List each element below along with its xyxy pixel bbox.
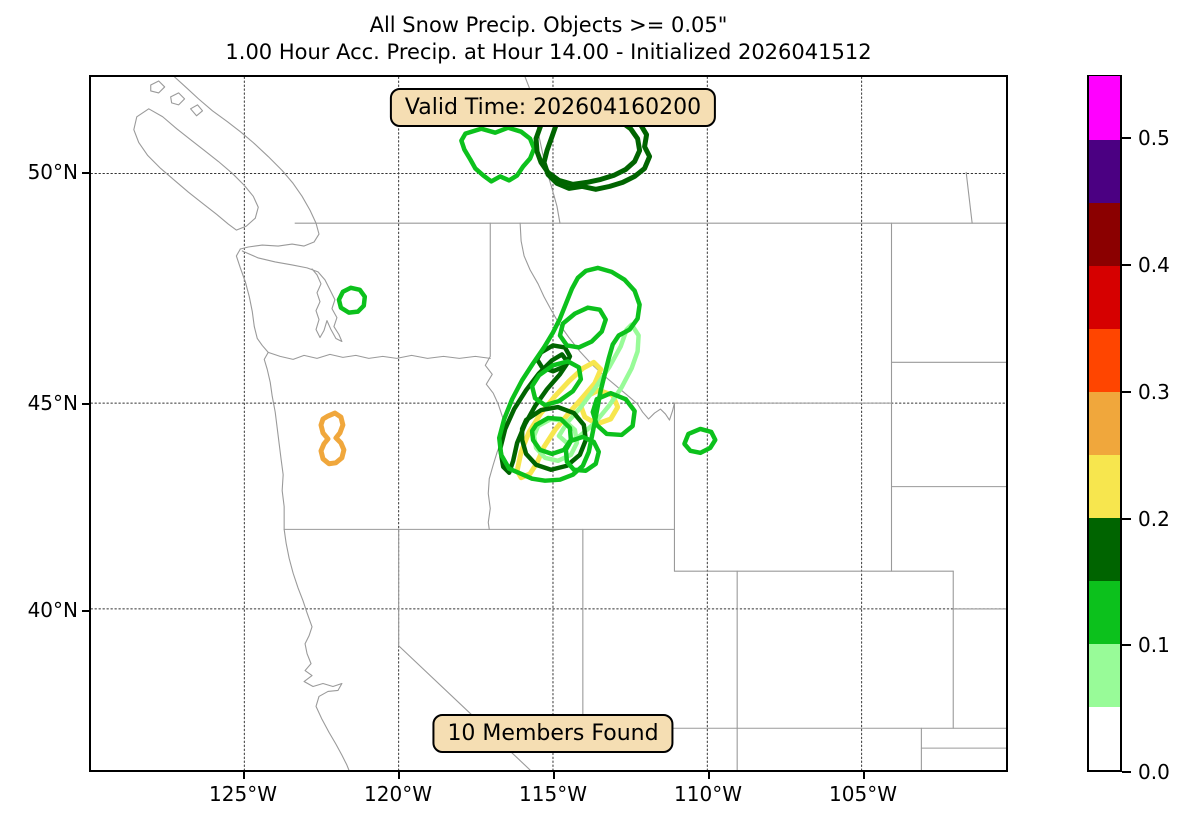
border-coast-pacific bbox=[235, 248, 350, 770]
colorbar-tick-mark bbox=[1122, 390, 1131, 393]
border-vancouver-island bbox=[133, 108, 259, 231]
border-wa-or-id-snake bbox=[484, 222, 507, 530]
y-tick-mark bbox=[82, 403, 89, 405]
x-tick-mark bbox=[243, 772, 245, 779]
x-tick-label: 115°W bbox=[519, 782, 587, 806]
colorbar-segment bbox=[1089, 139, 1120, 203]
border-wa-or-columbia bbox=[267, 351, 491, 360]
colorbar-tick-mark bbox=[1122, 644, 1131, 647]
border-island-b bbox=[170, 92, 186, 106]
colorbar bbox=[1087, 75, 1122, 772]
y-tick-label: 45°N bbox=[27, 391, 78, 415]
border-coast-bc-mainland bbox=[174, 77, 320, 250]
colorbar-segment bbox=[1089, 391, 1120, 455]
snow-object-idaho-green-right-lobe bbox=[590, 390, 637, 438]
colorbar-tick-label: 0.4 bbox=[1138, 253, 1170, 278]
colorbar-tick-label: 0.0 bbox=[1138, 760, 1170, 784]
colorbar-segment bbox=[1089, 265, 1120, 329]
colorbar-tick-mark bbox=[1122, 771, 1131, 773]
y-tick-mark bbox=[82, 610, 89, 612]
plot-title-line1: All Snow Precip. Objects >= 0.05" bbox=[369, 13, 728, 37]
border-island-a bbox=[150, 80, 166, 94]
colorbar-segment bbox=[1089, 328, 1120, 392]
snow-object-idaho-green-mid-loop bbox=[529, 359, 584, 408]
colorbar-segment bbox=[1089, 76, 1120, 140]
members-found-badge: 10 Members Found bbox=[432, 714, 674, 753]
snow-object-oregon-figure-eight bbox=[318, 410, 347, 467]
snow-object-seattle-ring bbox=[336, 285, 368, 315]
colorbar-tick-mark bbox=[1122, 137, 1131, 140]
snow-object-idaho-darkgreen-blob bbox=[534, 343, 573, 374]
border-island-c bbox=[190, 104, 204, 117]
colorbar-segment bbox=[1089, 580, 1120, 644]
x-tick-mark bbox=[863, 772, 865, 779]
snow-object-idaho-green-neck-loop bbox=[557, 305, 608, 350]
valid-time-badge: Valid Time: 202604160200 bbox=[389, 88, 717, 127]
map-svg bbox=[91, 77, 1006, 770]
y-tick-mark bbox=[82, 172, 89, 174]
snow-object-idaho-darkgreen-ring bbox=[519, 404, 589, 472]
x-tick-label: 125°W bbox=[209, 782, 277, 806]
colorbar-segment bbox=[1089, 454, 1120, 518]
border-sk-mb bbox=[965, 171, 973, 224]
plot-title-line2: 1.00 Hour Acc. Precip. at Hour 14.00 - I… bbox=[225, 40, 872, 64]
snow-object-idaho-green-lower-right bbox=[563, 434, 602, 473]
x-tick-mark bbox=[398, 772, 400, 779]
x-tick-label: 105°W bbox=[829, 782, 897, 806]
snow-object-idaho-green-outer bbox=[496, 265, 642, 483]
colorbar-tick-label: 0.2 bbox=[1138, 506, 1170, 531]
map-axes bbox=[89, 75, 1008, 772]
colorbar-segment bbox=[1089, 706, 1120, 770]
colorbar-tick-label: 0.1 bbox=[1138, 633, 1170, 658]
colorbar-tick-label: 0.5 bbox=[1138, 126, 1170, 151]
x-tick-mark bbox=[553, 772, 555, 779]
y-tick-label: 40°N bbox=[27, 598, 78, 622]
colorbar-tick-mark bbox=[1122, 517, 1131, 520]
snow-object-idaho-yellow-small bbox=[578, 387, 621, 427]
colorbar-segment bbox=[1089, 643, 1120, 707]
colorbar-segment bbox=[1089, 517, 1120, 581]
x-tick-label: 120°W bbox=[364, 782, 432, 806]
colorbar-segment bbox=[1089, 202, 1120, 266]
x-tick-label: 110°W bbox=[674, 782, 742, 806]
border-puget-sound bbox=[241, 250, 343, 343]
colorbar-tick-label: 0.3 bbox=[1138, 379, 1170, 404]
y-tick-label: 50°N bbox=[27, 160, 78, 184]
snow-object-bc-object-yellowish-none bbox=[459, 125, 537, 184]
snow-object-yellowstone-blob bbox=[682, 426, 718, 456]
colorbar-tick-mark bbox=[1122, 264, 1131, 267]
x-tick-mark bbox=[708, 772, 710, 779]
